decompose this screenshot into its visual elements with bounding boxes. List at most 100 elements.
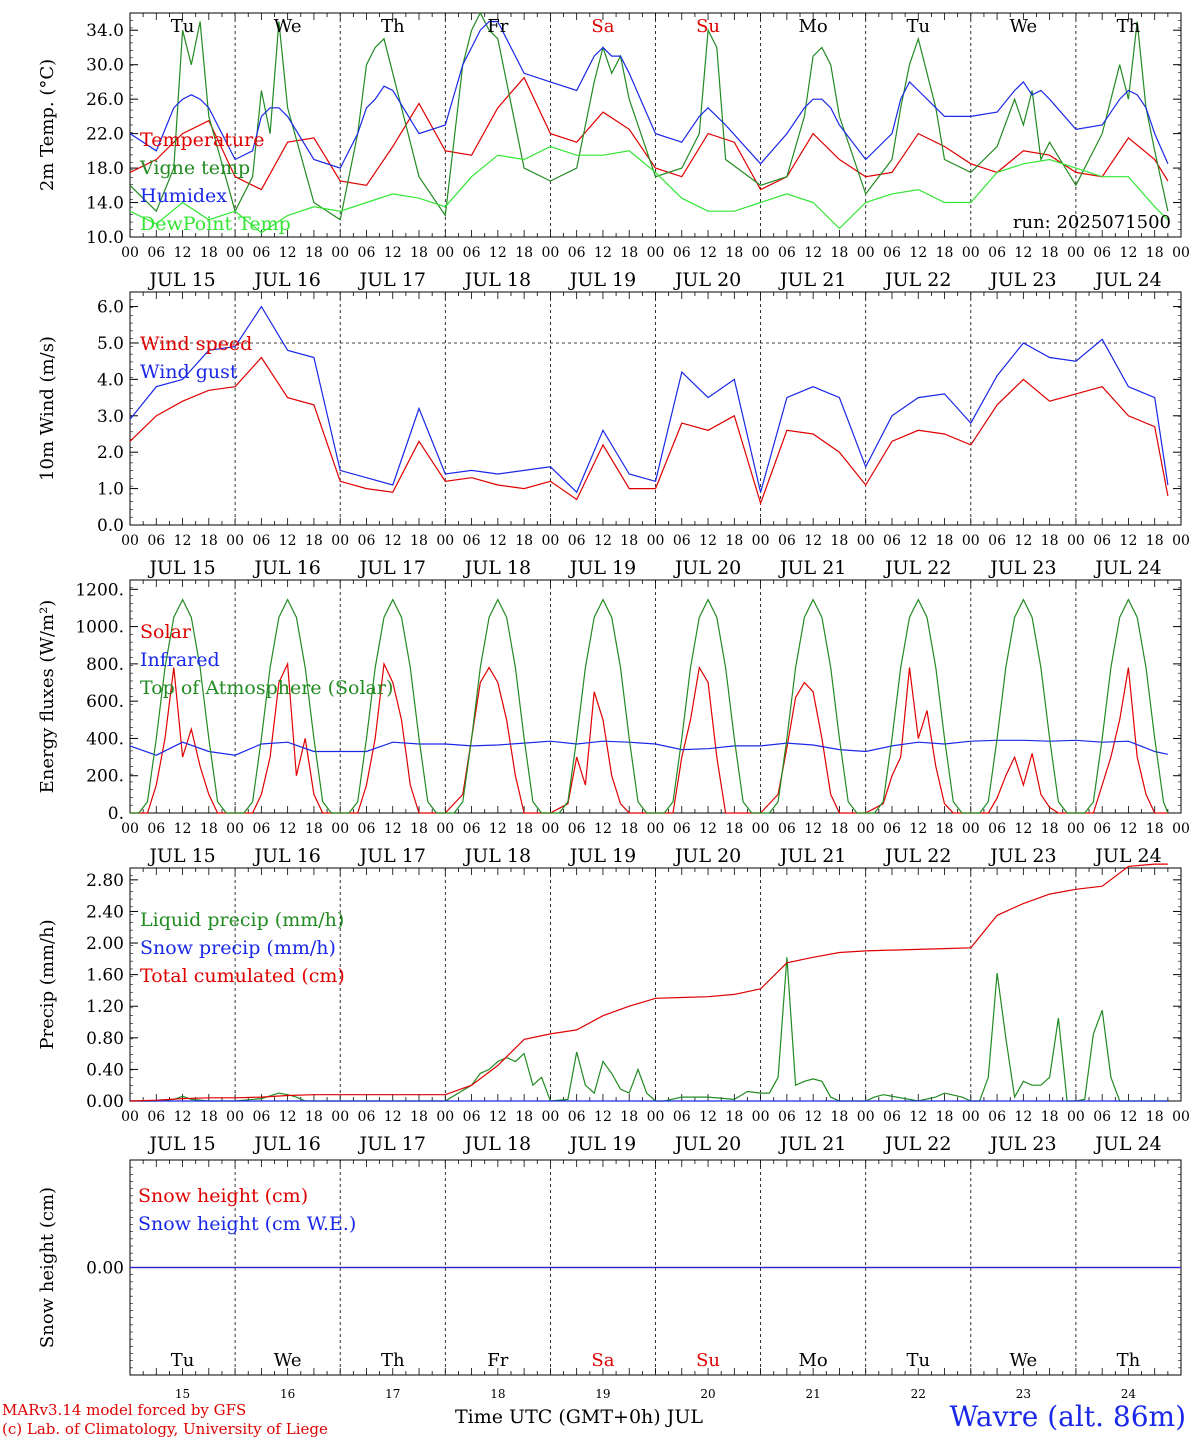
y-axis-label: 10m Wind (m/s) [37, 336, 58, 481]
hour-label: 00 [752, 1109, 770, 1125]
hour-label: 00 [436, 245, 454, 261]
hour-label: 18 [936, 1109, 954, 1125]
hour-label: 06 [147, 245, 165, 261]
y-tick-label: 5.0 [97, 334, 124, 354]
day-name-label: Th [1117, 1350, 1141, 1371]
hour-label: 18 [305, 1109, 323, 1125]
legend-entry: Snow precip (mm/h) [140, 937, 336, 959]
hour-label: 18 [200, 245, 218, 261]
y-tick-label: 2.80 [86, 871, 124, 891]
hour-label: 00 [647, 821, 665, 837]
series-line [129, 76, 1169, 191]
y-tick-label: 14.0 [86, 194, 124, 214]
hour-label: 12 [489, 821, 507, 837]
hour-label: 06 [883, 1109, 901, 1125]
hour-label: 18 [410, 533, 428, 549]
day-name-label: Tu [171, 16, 195, 37]
hour-label: 12 [279, 533, 297, 549]
hour-label: 12 [1014, 245, 1032, 261]
legend-entry: Wind gust [140, 361, 238, 383]
hour-label: 06 [463, 533, 481, 549]
hour-label: 12 [804, 821, 822, 837]
hour-label: 00 [226, 821, 244, 837]
date-label: JUL 21 [778, 1133, 846, 1155]
hour-label: 00 [436, 533, 454, 549]
hour-label: 12 [1120, 821, 1138, 837]
hour-label: 06 [673, 245, 691, 261]
date-label: JUL 17 [358, 557, 426, 579]
hour-label: 06 [358, 1109, 376, 1125]
legend-entry: Top of Atmosphere (Solar) [140, 677, 393, 699]
hour-label: 00 [331, 821, 349, 837]
y-tick-label: 26.0 [86, 90, 124, 110]
hour-label: 12 [1014, 1109, 1032, 1125]
hour-label: 06 [883, 245, 901, 261]
hour-label: 12 [699, 245, 717, 261]
date-label: JUL 19 [568, 557, 636, 579]
hour-label: 06 [673, 821, 691, 837]
y-tick-label: 10.0 [86, 228, 124, 248]
hour-label: 06 [358, 245, 376, 261]
hour-label: 12 [279, 821, 297, 837]
day-name-label: Th [1117, 16, 1141, 37]
hour-label: 18 [1146, 821, 1164, 837]
date-label: JUL 23 [988, 269, 1056, 291]
y-tick-label: 0.80 [86, 1029, 124, 1049]
hour-label: 18 [831, 245, 849, 261]
hour-label: 00 [1172, 245, 1190, 261]
y-tick-label: 0. [108, 804, 124, 824]
hour-label: 06 [778, 533, 796, 549]
y-tick-label: 400. [86, 729, 124, 749]
hour-label: 12 [489, 1109, 507, 1125]
date-label: JUL 17 [358, 1133, 426, 1155]
hour-label: 12 [699, 1109, 717, 1125]
legend-entry: Total cumulated (cm) [140, 965, 345, 987]
hour-label: 12 [909, 821, 927, 837]
hour-label: 06 [988, 1109, 1006, 1125]
hour-label: 06 [568, 821, 586, 837]
series-line [129, 739, 1169, 756]
x-axis-title: Time UTC (GMT+0h) JUL [455, 1406, 703, 1428]
hour-label: 06 [252, 1109, 270, 1125]
hour-label: 06 [1093, 245, 1111, 261]
hour-label: 18 [831, 821, 849, 837]
hour-label: 00 [226, 245, 244, 261]
y-tick-label: 4.0 [97, 370, 124, 390]
hour-label: 18 [1146, 533, 1164, 549]
model-credit: MARv3.14 model forced by GFS [2, 1401, 247, 1419]
day-number-label: 22 [911, 1387, 926, 1401]
panel-5: 0.00 Snow height (cm) Snow height (cm) Snow… [37, 1159, 1182, 1401]
hour-label: 18 [725, 245, 743, 261]
date-label: JUL 21 [778, 269, 846, 291]
day-name-label: Sa [591, 1350, 614, 1371]
day-number-label: 24 [1121, 1387, 1137, 1401]
legend-entry: Snow height (cm W.E.) [138, 1213, 356, 1235]
series-line [129, 863, 1168, 1102]
hour-label: 00 [962, 821, 980, 837]
date-label: JUL 18 [463, 1133, 531, 1155]
hour-label: 00 [226, 533, 244, 549]
hour-label: 12 [804, 245, 822, 261]
legend-entry: Temperature [140, 129, 264, 151]
day-number-label: 23 [1016, 1387, 1031, 1401]
hour-label: 06 [252, 821, 270, 837]
lab-credit: (c) Lab. of Climatology, University of L… [2, 1420, 328, 1438]
day-name-label: Th [381, 1350, 405, 1371]
hour-label: 18 [410, 1109, 428, 1125]
hour-label: 06 [778, 245, 796, 261]
hour-label: 00 [1067, 821, 1085, 837]
hour-label: 00 [436, 1109, 454, 1125]
date-label: JUL 24 [1093, 557, 1161, 579]
date-label: JUL 18 [463, 845, 531, 867]
hour-label: 12 [699, 821, 717, 837]
hour-label: 00 [752, 245, 770, 261]
hour-label: 00 [962, 245, 980, 261]
legend-entry: Vigne temp [139, 157, 250, 179]
date-label: JUL 15 [147, 269, 215, 291]
y-tick-label: 1000. [75, 618, 124, 638]
date-label: JUL 16 [252, 269, 320, 291]
hour-label: 00 [121, 1109, 139, 1125]
y-tick-label: 0.00 [86, 1259, 124, 1279]
hour-label: 12 [909, 245, 927, 261]
